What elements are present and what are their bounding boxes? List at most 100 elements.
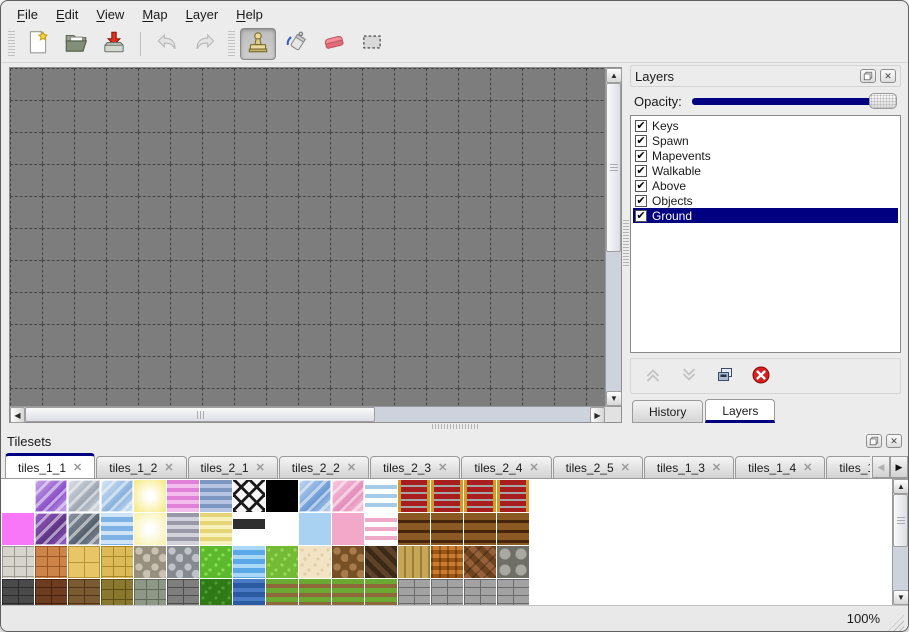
tile-2-4[interactable] bbox=[134, 546, 166, 578]
map-cell[interactable] bbox=[74, 100, 106, 132]
tile-0-15[interactable] bbox=[497, 480, 529, 512]
map-cell[interactable] bbox=[10, 68, 42, 100]
map-cell[interactable] bbox=[10, 260, 42, 292]
map-cell[interactable] bbox=[362, 132, 394, 164]
map-cell[interactable] bbox=[586, 228, 605, 260]
canvas-vertical-scrollbar[interactable]: ▲ ▼ bbox=[605, 68, 622, 406]
map-cell[interactable] bbox=[138, 356, 170, 388]
map-cell[interactable] bbox=[138, 228, 170, 260]
layer-row-above[interactable]: ✔ Above bbox=[633, 178, 898, 193]
map-cell[interactable] bbox=[522, 228, 554, 260]
map-cell[interactable] bbox=[394, 388, 426, 406]
map-cell[interactable] bbox=[42, 132, 74, 164]
map-cell[interactable] bbox=[426, 132, 458, 164]
tile-0-9[interactable] bbox=[299, 480, 331, 512]
close-panel-icon[interactable]: ✕ bbox=[886, 434, 902, 448]
tab-close-icon[interactable]: ✕ bbox=[346, 462, 357, 474]
map-cell[interactable] bbox=[266, 324, 298, 356]
map-cell[interactable] bbox=[42, 196, 74, 228]
map-cell[interactable] bbox=[202, 292, 234, 324]
map-cell[interactable] bbox=[106, 228, 138, 260]
map-cell[interactable] bbox=[266, 100, 298, 132]
dock-tab-layers[interactable]: Layers bbox=[705, 399, 776, 423]
map-cell[interactable] bbox=[42, 260, 74, 292]
menu-map[interactable]: Map bbox=[142, 7, 168, 22]
map-cell[interactable] bbox=[106, 132, 138, 164]
map-cell[interactable] bbox=[10, 356, 42, 388]
map-cell[interactable] bbox=[490, 292, 522, 324]
map-cell[interactable] bbox=[202, 324, 234, 356]
tileset-tab-tiles_2_3[interactable]: tiles_2_3 ✕ bbox=[370, 456, 461, 478]
map-cell[interactable] bbox=[266, 196, 298, 228]
palette-vscroll-track[interactable] bbox=[893, 494, 908, 590]
tile-1-11[interactable] bbox=[365, 513, 397, 545]
map-cell[interactable] bbox=[522, 260, 554, 292]
move-layer-up-button[interactable] bbox=[641, 364, 665, 388]
tile-3-15[interactable] bbox=[497, 579, 529, 605]
map-cell[interactable] bbox=[554, 100, 586, 132]
palette-vertical-scrollbar[interactable]: ▲ ▼ bbox=[892, 479, 908, 605]
map-cell[interactable] bbox=[362, 388, 394, 406]
canvas-vscroll-thumb[interactable] bbox=[606, 83, 621, 253]
map-cell[interactable] bbox=[426, 356, 458, 388]
map-cell[interactable] bbox=[138, 68, 170, 100]
map-cell[interactable] bbox=[170, 388, 202, 406]
map-cell[interactable] bbox=[10, 196, 42, 228]
map-cell[interactable] bbox=[42, 356, 74, 388]
tile-3-12[interactable] bbox=[398, 579, 430, 605]
tileset-tab-tiles_2_2[interactable]: tiles_2_2 ✕ bbox=[278, 456, 370, 478]
map-cell[interactable] bbox=[426, 292, 458, 324]
map-cell[interactable] bbox=[490, 164, 522, 196]
layer-row-ground[interactable]: ✔ Ground bbox=[633, 208, 898, 223]
map-cell[interactable] bbox=[266, 132, 298, 164]
tile-1-4[interactable] bbox=[134, 513, 166, 545]
tab-close-icon[interactable]: ✕ bbox=[73, 462, 83, 474]
map-cell[interactable] bbox=[554, 292, 586, 324]
layer-visibility-checkbox[interactable]: ✔ bbox=[635, 164, 647, 177]
map-cell[interactable] bbox=[298, 260, 330, 292]
map-cell[interactable] bbox=[170, 356, 202, 388]
map-cell[interactable] bbox=[298, 324, 330, 356]
layer-row-mapevents[interactable]: ✔ Mapevents bbox=[633, 148, 898, 163]
map-cell[interactable] bbox=[298, 132, 330, 164]
tile-0-0[interactable] bbox=[2, 480, 34, 512]
canvas-horizontal-scrollbar[interactable]: ◀ ▶ bbox=[10, 406, 605, 423]
layer-visibility-checkbox[interactable]: ✔ bbox=[635, 149, 647, 162]
map-cell[interactable] bbox=[554, 68, 586, 100]
scroll-down-icon[interactable]: ▼ bbox=[606, 391, 622, 406]
map-cell[interactable] bbox=[234, 196, 266, 228]
tile-2-1[interactable] bbox=[35, 546, 67, 578]
tile-2-10[interactable] bbox=[332, 546, 364, 578]
tile-1-9[interactable] bbox=[299, 513, 331, 545]
map-cell[interactable] bbox=[266, 388, 298, 406]
map-cell[interactable] bbox=[138, 388, 170, 406]
map-cell[interactable] bbox=[330, 388, 362, 406]
tileset-tab-tiles_2_4[interactable]: tiles_2_4 ✕ bbox=[461, 456, 552, 478]
map-cell[interactable] bbox=[522, 100, 554, 132]
map-cell[interactable] bbox=[362, 68, 394, 100]
map-cell[interactable] bbox=[42, 388, 74, 406]
map-cell[interactable] bbox=[490, 324, 522, 356]
map-cell[interactable] bbox=[202, 388, 234, 406]
map-cell[interactable] bbox=[202, 196, 234, 228]
tile-3-1[interactable] bbox=[35, 579, 67, 605]
map-cell[interactable] bbox=[74, 260, 106, 292]
map-cell[interactable] bbox=[458, 100, 490, 132]
layer-row-spawn[interactable]: ✔ Spawn bbox=[633, 133, 898, 148]
tile-1-15[interactable] bbox=[497, 513, 529, 545]
scroll-up-icon[interactable]: ▲ bbox=[893, 479, 908, 494]
map-cell[interactable] bbox=[490, 132, 522, 164]
map-cell[interactable] bbox=[138, 132, 170, 164]
map-cell[interactable] bbox=[74, 132, 106, 164]
tileset-tab-tiles_1_3[interactable]: tiles_1_3 ✕ bbox=[643, 456, 735, 478]
map-cell[interactable] bbox=[106, 164, 138, 196]
tileset-tab-tiles_1_4[interactable]: tiles_1_4 ✕ bbox=[735, 456, 826, 478]
map-cell[interactable] bbox=[490, 100, 522, 132]
map-cell[interactable] bbox=[234, 356, 266, 388]
tile-0-10[interactable] bbox=[332, 480, 364, 512]
map-cell[interactable] bbox=[458, 388, 490, 406]
map-cell[interactable] bbox=[522, 356, 554, 388]
map-cell[interactable] bbox=[490, 260, 522, 292]
tile-2-11[interactable] bbox=[365, 546, 397, 578]
tab-scroll-right-icon[interactable]: ▶ bbox=[890, 456, 908, 478]
